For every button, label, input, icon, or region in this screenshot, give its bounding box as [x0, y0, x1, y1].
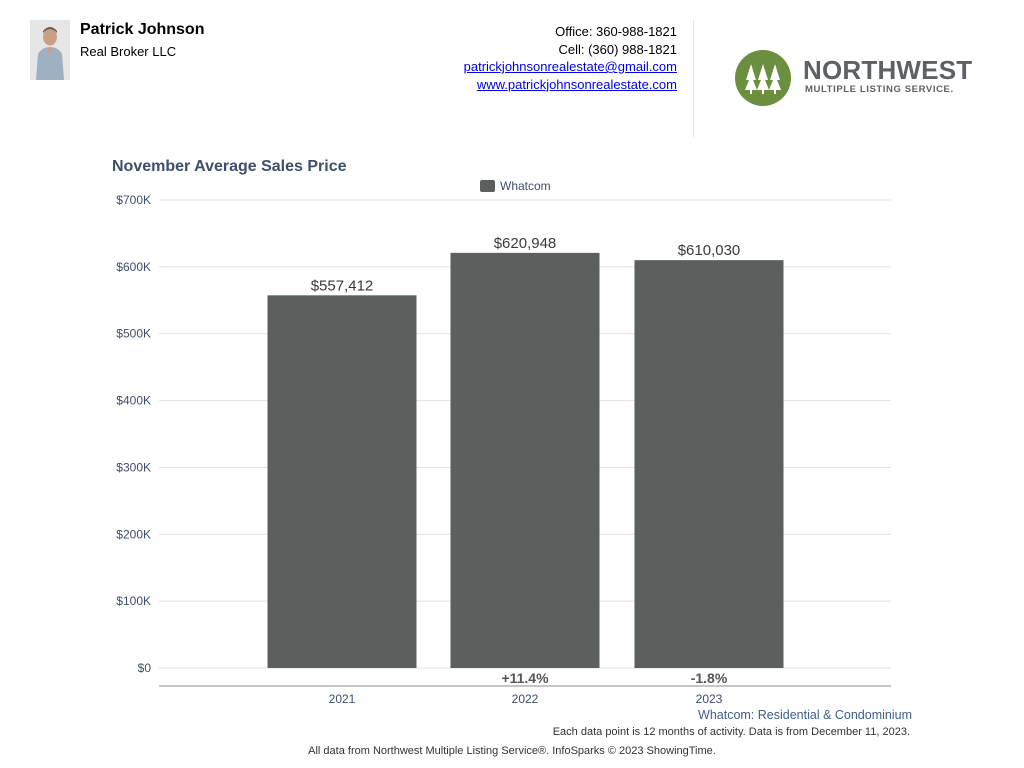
- y-tick-label: $200K: [116, 527, 151, 541]
- chart-legend: Whatcom: [480, 179, 551, 193]
- x-tick-label: 2023: [696, 692, 723, 706]
- header-divider: [693, 20, 694, 137]
- legend-swatch: [480, 180, 495, 192]
- x-tick-label: 2022: [512, 692, 539, 706]
- bar-2023: [634, 260, 784, 668]
- change-percent-label: +11.4%: [501, 670, 549, 686]
- bar-value-label: $557,412: [311, 277, 374, 294]
- x-tick-label: 2021: [329, 692, 356, 706]
- nwmls-tree-logo-icon: [735, 50, 791, 106]
- y-tick-label: $100K: [116, 594, 151, 608]
- region-note: Whatcom: Residential & Condominium: [698, 708, 912, 722]
- agent-photo: [30, 20, 70, 80]
- nwmls-logo-wordmark: NORTHWEST: [803, 55, 973, 85]
- bar-2021: [267, 295, 417, 668]
- y-tick-label: $500K: [116, 327, 151, 341]
- website-link[interactable]: www.patrickjohnsonrealestate.com: [476, 76, 677, 92]
- office-phone: Office: 360-988-1821: [555, 24, 677, 39]
- email-link[interactable]: patrickjohnsonrealestate@gmail.com: [463, 59, 677, 74]
- change-percent-label: -1.8%: [691, 670, 728, 686]
- bar-value-label: $610,030: [678, 242, 741, 259]
- data-note: Each data point is 12 months of activity…: [552, 726, 910, 738]
- chart-title: November Average Sales Price: [112, 158, 347, 175]
- bar-2022: [450, 252, 600, 668]
- y-tick-label: $0: [138, 661, 152, 675]
- contact-block: Office: 360-988-1821 Cell: (360) 988-182…: [464, 23, 677, 93]
- nwmls-logo-subtitle: MULTIPLE LISTING SERVICE.: [805, 84, 954, 95]
- agent-company: Real Broker LLC: [80, 44, 177, 59]
- bar-value-label: $620,948: [494, 235, 557, 252]
- legend-label: Whatcom: [500, 179, 551, 193]
- y-tick-label: $400K: [116, 394, 151, 408]
- footer-attribution: All data from Northwest Multiple Listing…: [308, 745, 716, 757]
- cell-phone: Cell: (360) 988-1821: [558, 41, 677, 57]
- y-tick-label: $700K: [116, 193, 151, 207]
- y-tick-label: $300K: [116, 460, 151, 474]
- y-tick-label: $600K: [116, 260, 151, 274]
- agent-name: Patrick Johnson: [80, 21, 205, 38]
